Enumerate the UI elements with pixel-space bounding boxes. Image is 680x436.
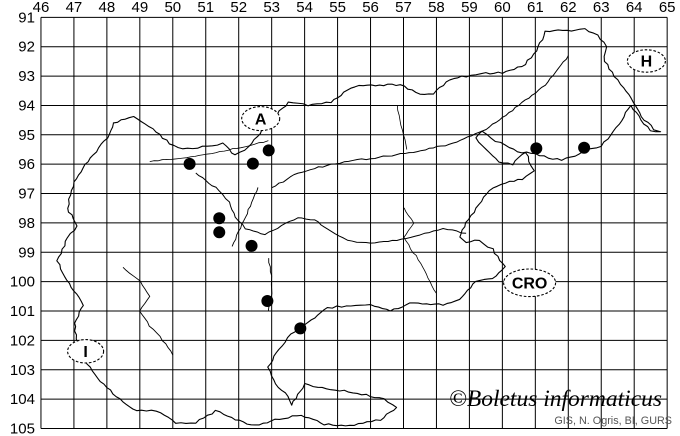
svg-text:58: 58 <box>428 0 445 16</box>
svg-text:56: 56 <box>362 0 379 16</box>
svg-text:91: 91 <box>18 9 35 26</box>
svg-text:63: 63 <box>593 0 610 16</box>
svg-text:60: 60 <box>494 0 511 16</box>
svg-text:47: 47 <box>66 0 83 16</box>
svg-text:57: 57 <box>395 0 412 16</box>
svg-text:64: 64 <box>626 0 643 16</box>
svg-text:105: 105 <box>10 420 35 436</box>
svg-text:49: 49 <box>131 0 148 16</box>
svg-text:97: 97 <box>18 186 35 203</box>
svg-text:50: 50 <box>164 0 181 16</box>
svg-text:95: 95 <box>18 127 35 144</box>
svg-text:51: 51 <box>197 0 214 16</box>
svg-text:61: 61 <box>527 0 544 16</box>
svg-text:103: 103 <box>10 362 35 379</box>
svg-text:93: 93 <box>18 68 35 85</box>
svg-text:104: 104 <box>10 391 35 408</box>
svg-text:54: 54 <box>296 0 313 16</box>
svg-text:94: 94 <box>18 97 35 114</box>
svg-text:H: H <box>641 54 653 71</box>
svg-text:52: 52 <box>230 0 247 16</box>
svg-text:I: I <box>83 344 87 361</box>
svg-text:96: 96 <box>18 156 35 173</box>
svg-text:101: 101 <box>10 303 35 320</box>
svg-text:92: 92 <box>18 39 35 56</box>
svg-text:59: 59 <box>461 0 478 16</box>
svg-text:55: 55 <box>329 0 346 16</box>
svg-text:46: 46 <box>33 0 50 16</box>
svg-text:65: 65 <box>659 0 676 16</box>
svg-text:48: 48 <box>99 0 116 16</box>
svg-text:53: 53 <box>263 0 280 16</box>
svg-text:A: A <box>255 111 267 128</box>
svg-text:99: 99 <box>18 244 35 261</box>
svg-text:CRO: CRO <box>512 276 548 293</box>
svg-text:100: 100 <box>10 274 35 291</box>
svg-text:62: 62 <box>560 0 577 16</box>
svg-text:98: 98 <box>18 215 35 232</box>
svg-text:102: 102 <box>10 332 35 349</box>
